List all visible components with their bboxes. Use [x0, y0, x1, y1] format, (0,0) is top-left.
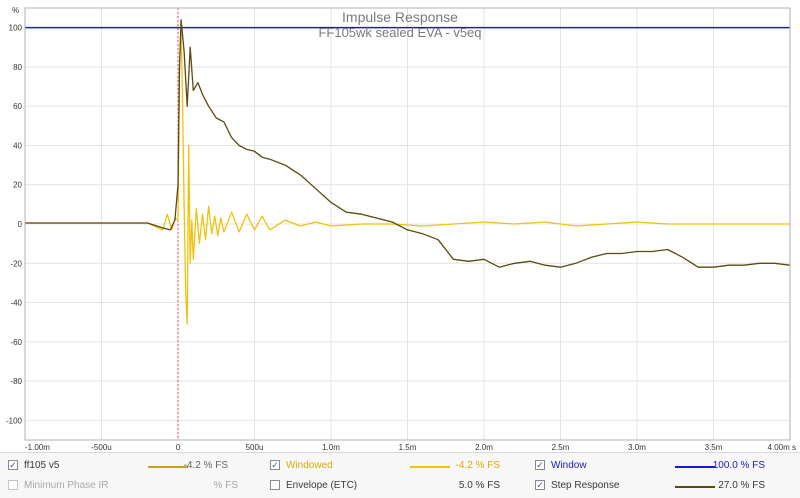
y-tick-label: -100: [6, 416, 23, 425]
legend-label-ff105: ff105 v5: [24, 460, 60, 471]
legend-value-envelope: 5.0 % FS: [458, 480, 500, 491]
legend-swatch-ff105: [148, 466, 188, 468]
chart-title: Impulse Response: [342, 9, 458, 25]
impulse-response-chart: 100 80 60 40 20 0 -20 -40 -60 -80 -100 -1.00m -500u 0…: [5, 6, 796, 452]
chart-subtitle: FF105wk sealed EVA - v5eq: [318, 25, 481, 40]
legend-row-2: Minimum Phase IR % FS Envelope (ETC) 5.0…: [0, 476, 800, 496]
x-tick-label: 1.0m: [322, 443, 340, 452]
y-tick-label: -40: [10, 299, 22, 308]
plot-frame: [24, 7, 791, 441]
legend-item-step-response[interactable]: ✓ Step Response 27.0 % FS: [535, 476, 795, 496]
y-tick-label: 20: [13, 181, 22, 190]
checkbox-window[interactable]: ✓: [535, 460, 545, 470]
checkbox-envelope[interactable]: [270, 480, 280, 490]
y-tick-label: 0: [18, 220, 23, 229]
y-tick-label: -20: [10, 259, 22, 268]
checkbox-step-response[interactable]: ✓: [535, 480, 545, 490]
legend-label-windowed: Windowed: [286, 460, 333, 471]
legend-value-window: 100.0 % FS: [712, 460, 765, 471]
x-tick-label: 2.5m: [552, 443, 570, 452]
legend-item-envelope[interactable]: Envelope (ETC) 5.0 % FS: [270, 476, 530, 496]
x-tick-label: 500u: [246, 443, 264, 452]
x-tick-label: 4.00m s: [768, 443, 796, 452]
legend-label-minimum-phase: Minimum Phase IR: [24, 480, 109, 491]
x-tick-label: -500u: [91, 443, 111, 452]
legend-swatch-step-response: [675, 486, 715, 488]
x-tick-label: 3.5m: [705, 443, 723, 452]
y-tick-label: 80: [13, 63, 22, 72]
legend-label-envelope: Envelope (ETC): [286, 480, 358, 491]
legend-label-window: Window: [551, 460, 587, 471]
legend-item-minimum-phase: Minimum Phase IR % FS: [8, 476, 268, 496]
y-tick-label: 40: [13, 141, 22, 150]
x-tick-label: 2.0m: [475, 443, 493, 452]
legend-value-windowed: -4.2 % FS: [455, 460, 500, 471]
x-tick-label: 1.5m: [399, 443, 417, 452]
legend-value-step-response: 27.0 % FS: [718, 480, 765, 491]
legend-swatch-windowed: [410, 466, 450, 468]
y-tick-label: -80: [10, 377, 22, 386]
x-tick-label: 3.0m: [628, 443, 646, 452]
legend-item-ff105[interactable]: ✓ ff105 v5 -4.2 % FS: [8, 456, 268, 476]
legend-label-step-response: Step Response: [551, 480, 620, 491]
series-line-step-response: [25, 19, 791, 268]
x-tick-label: 0: [176, 443, 181, 452]
checkbox-minimum-phase: [8, 480, 18, 490]
legend-value-ff105: -4.2 % FS: [183, 460, 228, 471]
y-tick-label: 60: [13, 102, 22, 111]
legend-value-minimum-phase: % FS: [213, 480, 238, 491]
legend-swatch-window: [675, 466, 715, 468]
x-tick-label: -1.00m: [25, 443, 50, 452]
checkbox-ff105[interactable]: ✓: [8, 460, 18, 470]
series-layer: [25, 19, 791, 325]
y-tick-label: 100: [9, 24, 23, 33]
axis-tick-labels: 100 80 60 40 20 0 -20 -40 -60 -80 -100 -1.00m -500u 0…: [6, 24, 796, 452]
y-tick-label: -60: [10, 338, 22, 347]
legend-item-window[interactable]: ✓ Window 100.0 % FS: [535, 456, 795, 476]
checkbox-windowed[interactable]: ✓: [270, 460, 280, 470]
legend-item-windowed[interactable]: ✓ Windowed -4.2 % FS: [270, 456, 530, 476]
legend-row-1: ✓ ff105 v5 -4.2 % FS ✓ Windowed -4.2 % F…: [0, 456, 800, 476]
legend-panel: ✓ ff105 v5 -4.2 % FS ✓ Windowed -4.2 % F…: [0, 452, 800, 498]
y-axis-unit: %: [12, 6, 19, 15]
